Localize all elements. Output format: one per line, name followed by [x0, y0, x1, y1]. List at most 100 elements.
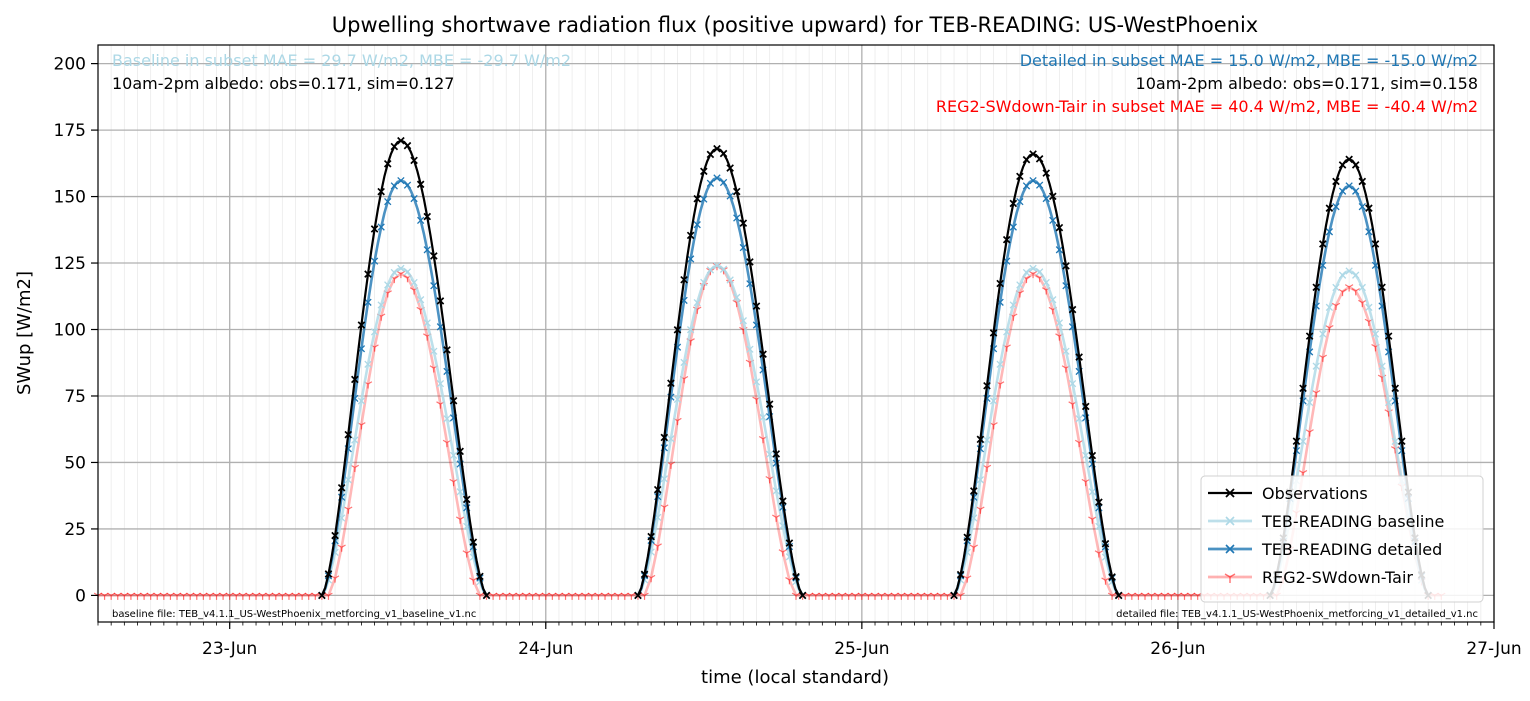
data-point — [449, 451, 458, 460]
legend-item-observations: Observations — [1208, 484, 1368, 503]
detailed-albedo-text: 10am-2pm albedo: obs=0.171, sim=0.158 — [1136, 74, 1478, 93]
data-point — [1325, 303, 1334, 311]
legend-label-baseline: TEB-READING baseline — [1261, 512, 1444, 531]
data-point — [1325, 204, 1334, 212]
data-point — [700, 278, 708, 287]
data-point — [1042, 194, 1050, 203]
data-point — [739, 317, 747, 325]
data-point — [1081, 402, 1090, 411]
data-point — [324, 592, 333, 600]
data-point — [700, 167, 708, 176]
data-point — [357, 397, 366, 405]
data-point — [455, 516, 465, 524]
data-point — [989, 329, 998, 337]
y-tick-label: 175 — [54, 121, 86, 141]
data-point — [996, 279, 1004, 288]
data-point — [423, 246, 431, 254]
data-point — [1332, 177, 1340, 186]
data-point — [456, 447, 464, 456]
data-point — [1312, 283, 1321, 292]
data-point — [351, 436, 359, 444]
data-point — [1029, 150, 1037, 158]
data-point — [1055, 319, 1064, 327]
data-point — [1371, 330, 1380, 338]
data-point — [706, 150, 715, 159]
data-point — [713, 144, 721, 153]
data-point — [423, 319, 431, 327]
data-point — [430, 347, 438, 355]
data-point — [772, 450, 781, 458]
data-point — [785, 577, 794, 585]
data-point — [1351, 288, 1360, 296]
data-point — [719, 178, 728, 187]
series-line — [320, 139, 488, 596]
data-point — [1305, 429, 1314, 437]
y-axis: 0 25 50 75 100 125 150 175 200 — [54, 55, 98, 606]
data-point — [660, 433, 669, 442]
data-point — [956, 592, 965, 600]
data-point — [410, 156, 418, 165]
data-point — [469, 538, 478, 546]
data-point — [798, 591, 807, 600]
data-point — [390, 268, 398, 277]
data-point — [1325, 325, 1334, 333]
data-point — [739, 243, 747, 252]
data-point — [976, 435, 985, 444]
data-point — [792, 572, 800, 581]
data-point — [719, 265, 728, 273]
data-point — [1299, 437, 1307, 445]
data-point — [647, 532, 655, 541]
data-point — [476, 572, 484, 581]
y-tick-label: 125 — [54, 254, 86, 274]
data-point — [1062, 347, 1070, 355]
series-line — [952, 152, 1120, 596]
data-point — [370, 328, 379, 336]
data-point — [344, 430, 353, 439]
data-point — [482, 591, 491, 600]
data-point — [1049, 216, 1057, 225]
data-point — [1319, 330, 1327, 338]
data-point — [1028, 270, 1038, 279]
data-point — [1384, 332, 1393, 340]
data-point — [1101, 577, 1110, 585]
data-point — [410, 278, 418, 287]
data-point — [963, 533, 972, 542]
data-point — [383, 159, 392, 168]
data-point — [370, 225, 379, 233]
data-point — [1378, 362, 1386, 370]
data-point — [357, 321, 366, 329]
data-point — [1344, 284, 1354, 292]
data-point — [1042, 169, 1051, 177]
data-point — [983, 436, 991, 444]
data-point — [706, 266, 715, 274]
legend: Observations TEB-READING baseline TEB-RE… — [1200, 475, 1484, 603]
data-point — [430, 282, 438, 290]
data-point — [390, 142, 399, 151]
data-point — [746, 258, 754, 266]
data-point — [1088, 488, 1096, 496]
data-point — [1049, 296, 1057, 304]
data-point — [693, 221, 701, 229]
series-line — [952, 267, 1120, 597]
data-point — [653, 543, 662, 551]
data-point — [1035, 155, 1044, 163]
data-point — [1075, 415, 1083, 423]
data-point — [733, 214, 741, 222]
data-point — [462, 495, 471, 504]
data-point — [462, 550, 471, 558]
legend-label-detailed: TEB-READING detailed — [1261, 540, 1442, 559]
series-line — [636, 147, 804, 596]
x-tick-label: 25-Jun — [834, 639, 889, 659]
data-point — [1365, 228, 1373, 236]
data-point — [456, 488, 464, 496]
data-point — [1114, 591, 1123, 600]
data-point — [1352, 271, 1360, 279]
data-point — [1332, 203, 1340, 211]
data-point — [766, 450, 774, 458]
data-point — [403, 181, 412, 189]
data-point — [1325, 228, 1334, 236]
data-point — [1075, 353, 1083, 361]
data-point — [653, 485, 662, 494]
data-point — [686, 255, 695, 263]
data-point — [726, 164, 734, 172]
